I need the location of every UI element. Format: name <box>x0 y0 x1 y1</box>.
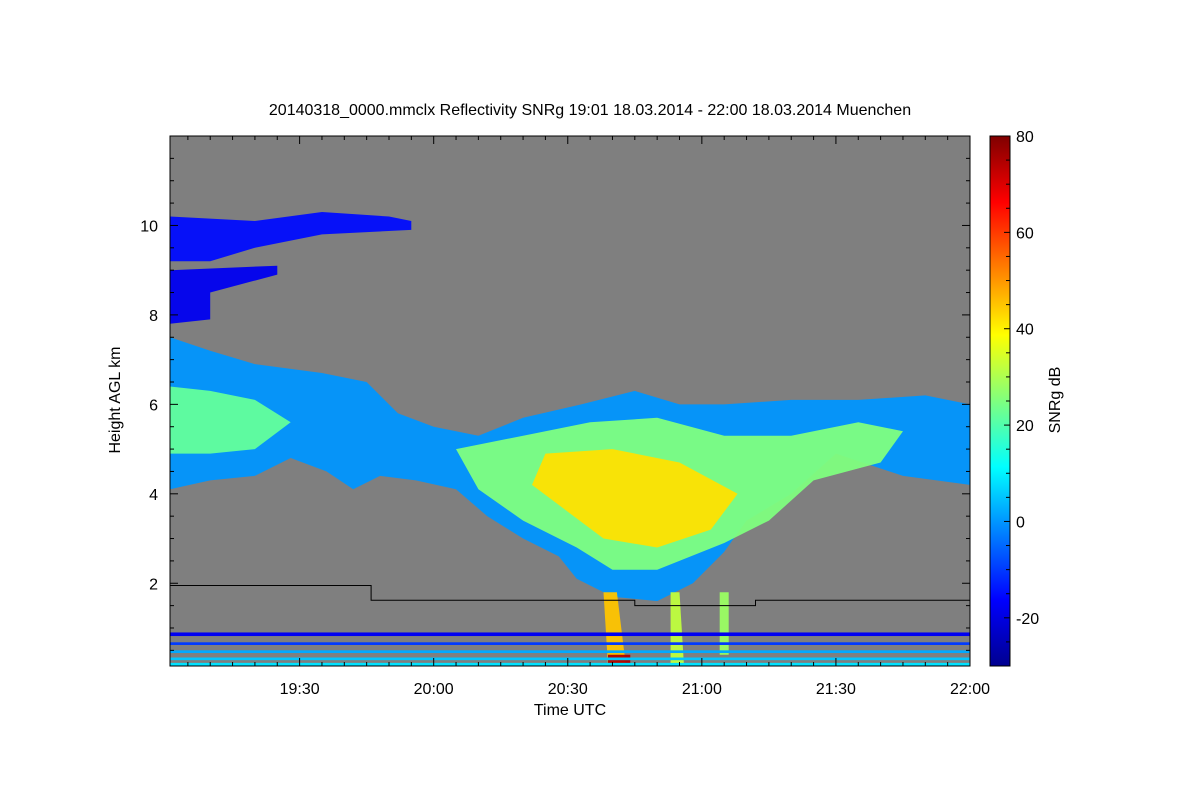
clutter-layer-3 <box>170 642 970 645</box>
y-tick-label: 4 <box>149 487 158 504</box>
echo-precip-shaft-1 <box>603 592 626 666</box>
clutter-layers <box>170 632 970 666</box>
y-axis: 2 4 6 8 10 <box>140 157 970 651</box>
x-tick-label: 19:30 <box>280 681 320 698</box>
echo-cirrus-mid <box>170 265 278 324</box>
echo-cirrus-upper <box>170 212 412 262</box>
colorbar-tick-label: -20 <box>1016 611 1039 628</box>
colorbar-tick-label: 0 <box>1016 514 1025 531</box>
clutter-layer-1 <box>170 657 970 661</box>
echo-convective-core <box>532 449 738 548</box>
colorbar-label: SNRg dB <box>1047 367 1064 434</box>
chart-title: 20140318_0000.mmclx Reflectivity SNRg 19… <box>269 102 911 119</box>
y-tick-label: 6 <box>149 397 158 414</box>
x-axis-label: Time UTC <box>534 702 606 719</box>
x-tick-label: 20:00 <box>414 681 454 698</box>
x-axis: 19:30 20:00 20:30 21:00 21:30 22:00 <box>187 136 990 698</box>
y-tick-label: 8 <box>149 308 158 325</box>
clutter-layer-2 <box>170 650 970 654</box>
echo-stratiform-left-core <box>170 386 291 454</box>
colorbar-tick-label: 60 <box>1016 225 1034 242</box>
colorbar-tick-label: 80 <box>1016 129 1034 146</box>
colorbar-tick-label: 40 <box>1016 322 1034 339</box>
colorbar-axis: -20 0 20 40 60 80 <box>1004 129 1039 667</box>
y-axis-label: Height AGL km <box>107 346 124 453</box>
echo-precip-shaft-2 <box>670 592 684 666</box>
echo-regions <box>170 212 970 666</box>
plot-frame <box>169 135 971 667</box>
clutter-layer-4 <box>170 632 970 637</box>
x-tick-label: 22:00 <box>950 681 990 698</box>
y-tick-label: 10 <box>140 218 158 235</box>
x-tick-label: 21:30 <box>816 681 856 698</box>
y-tick-label: 2 <box>149 576 158 593</box>
boundary-line <box>170 585 970 607</box>
x-tick-label: 21:00 <box>682 681 722 698</box>
clutter-layer-0 <box>170 662 970 666</box>
echo-precip-shaft-3 <box>719 592 729 655</box>
x-tick-label: 20:30 <box>548 681 588 698</box>
colorbar-tick-label: 20 <box>1016 418 1034 435</box>
